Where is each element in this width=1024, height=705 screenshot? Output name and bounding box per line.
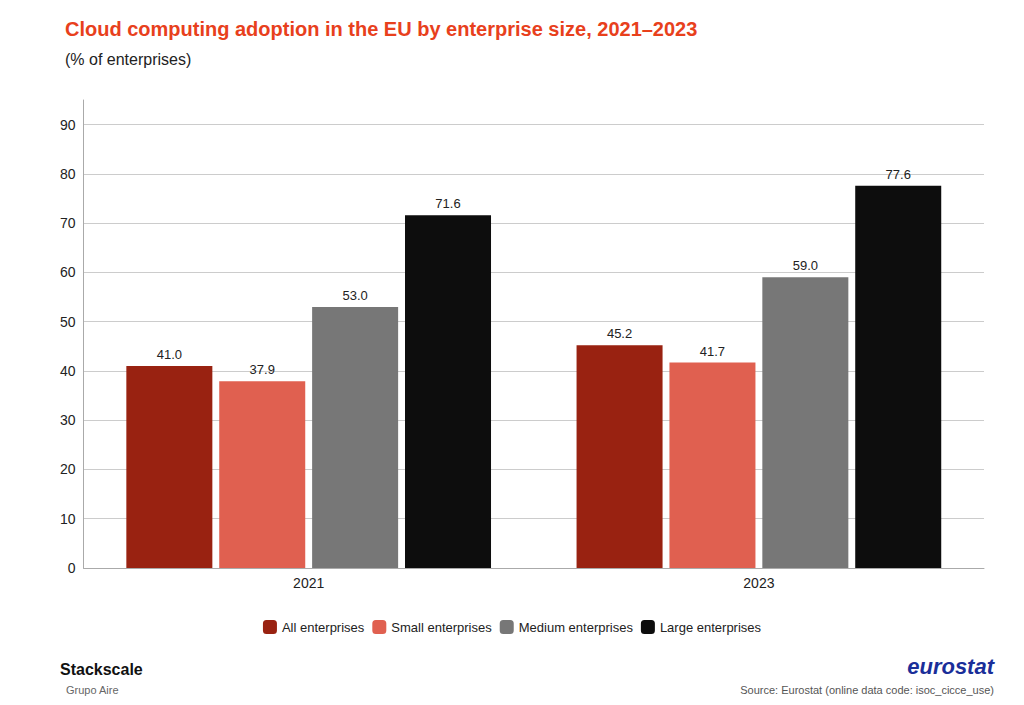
svg-text:Grupo Aire: Grupo Aire [66,684,119,696]
svg-text:Large enterprises: Large enterprises [660,620,762,635]
svg-text:eurostat: eurostat [907,654,995,679]
svg-text:60: 60 [60,264,76,280]
svg-text:All enterprises: All enterprises [282,620,365,635]
svg-text:41.0: 41.0 [157,347,182,362]
svg-text:Cloud computing adoption in th: Cloud computing adoption in the EU by en… [65,18,697,40]
svg-text:Medium enterprises: Medium enterprises [519,620,634,635]
svg-text:50: 50 [60,314,76,330]
svg-text:37.9: 37.9 [250,362,275,377]
svg-text:40: 40 [60,363,76,379]
svg-text:Source: Eurostat (online data: Source: Eurostat (online data code: isoc… [740,684,994,696]
svg-text:20: 20 [60,461,76,477]
svg-text:70: 70 [60,215,76,231]
svg-text:71.6: 71.6 [435,196,460,211]
svg-text:90: 90 [60,117,76,133]
svg-text:10: 10 [60,511,76,527]
svg-text:Small enterprises: Small enterprises [391,620,492,635]
svg-text:2021: 2021 [293,575,324,591]
svg-text:(% of enterprises): (% of enterprises) [65,51,191,68]
svg-text:59.0: 59.0 [793,258,818,273]
svg-text:53.0: 53.0 [342,288,367,303]
svg-text:80: 80 [60,166,76,182]
svg-text:Stackscale: Stackscale [60,661,143,678]
svg-text:77.6: 77.6 [886,167,911,182]
svg-text:41.7: 41.7 [700,344,725,359]
svg-text:0: 0 [68,560,76,576]
svg-text:2023: 2023 [743,575,774,591]
svg-text:45.2: 45.2 [607,326,632,341]
svg-text:30: 30 [60,412,76,428]
